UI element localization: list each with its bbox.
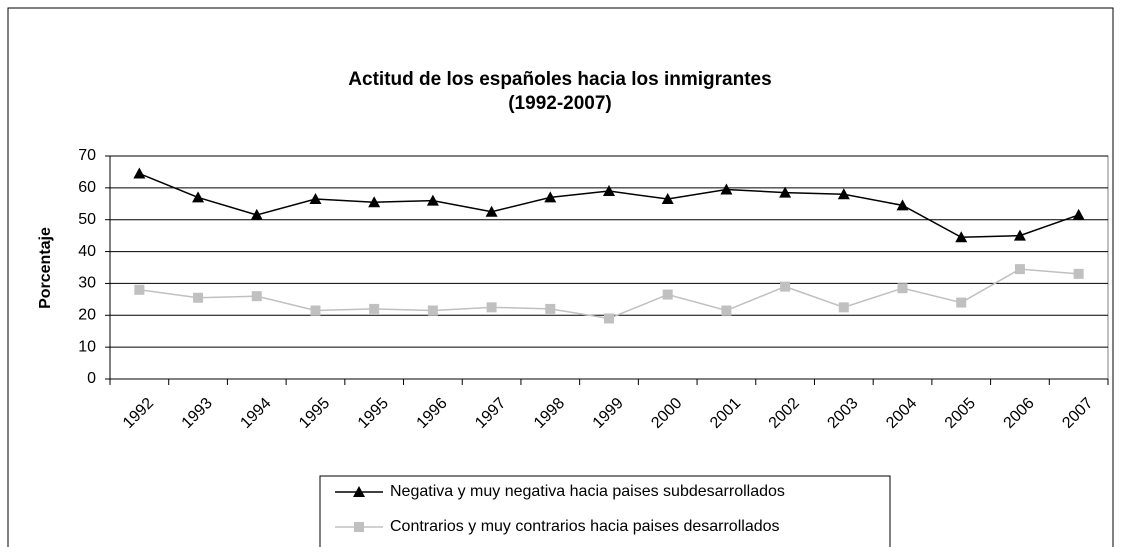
legend-label: Negativa y muy negativa hacia paises sub… (390, 483, 785, 500)
data-point (310, 305, 321, 316)
y-tick-label: 20 (78, 307, 96, 324)
data-point (662, 289, 673, 300)
y-tick-label: 60 (78, 179, 96, 196)
legend-marker (353, 486, 365, 497)
data-point (486, 302, 497, 313)
data-point (544, 191, 557, 203)
data-point (720, 183, 733, 195)
data-point (1014, 264, 1025, 275)
y-tick-label: 50 (78, 211, 96, 228)
data-point (779, 186, 792, 198)
data-point (661, 193, 674, 205)
data-point (134, 284, 145, 295)
data-point (838, 302, 849, 313)
data-point (368, 196, 381, 208)
y-tick-label: 10 (78, 338, 96, 355)
data-point (251, 291, 262, 302)
data-point (1013, 229, 1026, 241)
data-point (193, 292, 204, 303)
y-tick-label: 40 (78, 243, 96, 260)
data-point (897, 283, 908, 294)
data-point (309, 193, 322, 205)
chart-subtitle: (1992-2007) (508, 93, 612, 114)
data-point (721, 305, 732, 316)
data-point (427, 305, 438, 316)
data-point (250, 208, 263, 220)
y-tick-label: 70 (78, 147, 96, 164)
data-point (485, 205, 498, 217)
data-point (1073, 268, 1084, 279)
data-point (955, 231, 968, 243)
y-tick-label: 30 (78, 275, 96, 292)
data-point (1072, 208, 1085, 220)
data-point (604, 313, 614, 324)
data-point (426, 194, 439, 206)
legend-box (319, 475, 891, 547)
data-point (603, 185, 615, 197)
data-point (545, 303, 556, 314)
data-point (896, 199, 909, 211)
data-point (956, 297, 967, 308)
data-point (369, 303, 380, 314)
legend-marker (354, 522, 364, 532)
data-point (133, 167, 146, 179)
chart-title: Actitud de los españoles hacia los inmig… (348, 69, 771, 90)
data-point (837, 188, 850, 200)
y-axis-title: Porcentaje (37, 227, 54, 309)
data-point (192, 191, 205, 203)
y-tick-label: 0 (87, 370, 96, 387)
data-point (780, 281, 791, 292)
legend-label: Contrarios y muy contrarios hacia paises… (390, 518, 780, 535)
